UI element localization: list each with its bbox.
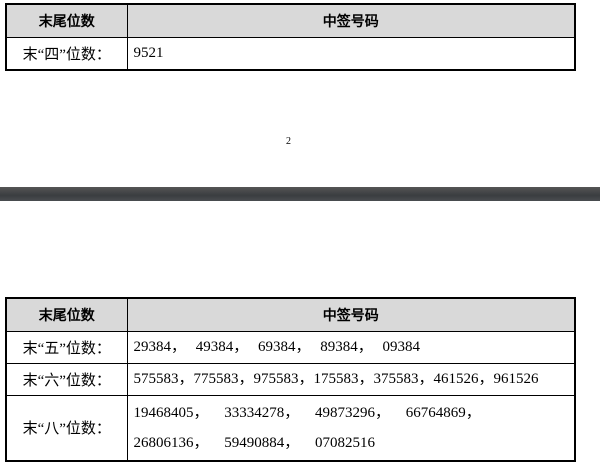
page-break-divider bbox=[0, 187, 600, 201]
row-label: 末“六”位数： bbox=[5, 362, 128, 396]
page-number: 2 bbox=[286, 136, 291, 147]
header-tail-digits: 末尾位数 bbox=[5, 297, 128, 332]
header-winning-numbers: 中签号码 bbox=[126, 3, 576, 38]
row-label: 末“四”位数： bbox=[5, 36, 128, 71]
table-row: 末“五”位数： 29384， 49384， 69384， 89384， 0938… bbox=[5, 330, 576, 364]
row-numbers: 575583，775583，975583，175583，375583，46152… bbox=[126, 362, 576, 396]
table-row: 末“六”位数： 575583，775583，975583，175583，3755… bbox=[5, 362, 576, 396]
lottery-table-page-2: 末尾位数 中签号码 末“四”位数： 9521 bbox=[5, 3, 576, 71]
table-header-row: 末尾位数 中签号码 bbox=[5, 3, 576, 38]
row-numbers: 19468405， 33334278， 49873296， 66764869， … bbox=[126, 394, 576, 462]
row-numbers: 9521 bbox=[126, 36, 576, 71]
header-winning-numbers: 中签号码 bbox=[126, 297, 576, 332]
header-tail-digits: 末尾位数 bbox=[5, 3, 128, 38]
table-header-row: 末尾位数 中签号码 bbox=[5, 297, 576, 332]
lottery-table-page-3: 末尾位数 中签号码 末“五”位数： 29384， 49384， 69384， 8… bbox=[5, 297, 576, 462]
row-numbers: 29384， 49384， 69384， 89384， 09384 bbox=[126, 330, 576, 364]
row-label: 末“五”位数： bbox=[5, 330, 128, 364]
table-row: 末“八”位数： 19468405， 33334278， 49873296， 66… bbox=[5, 394, 576, 462]
row-label: 末“八”位数： bbox=[5, 394, 128, 462]
table-row: 末“四”位数： 9521 bbox=[5, 36, 576, 71]
